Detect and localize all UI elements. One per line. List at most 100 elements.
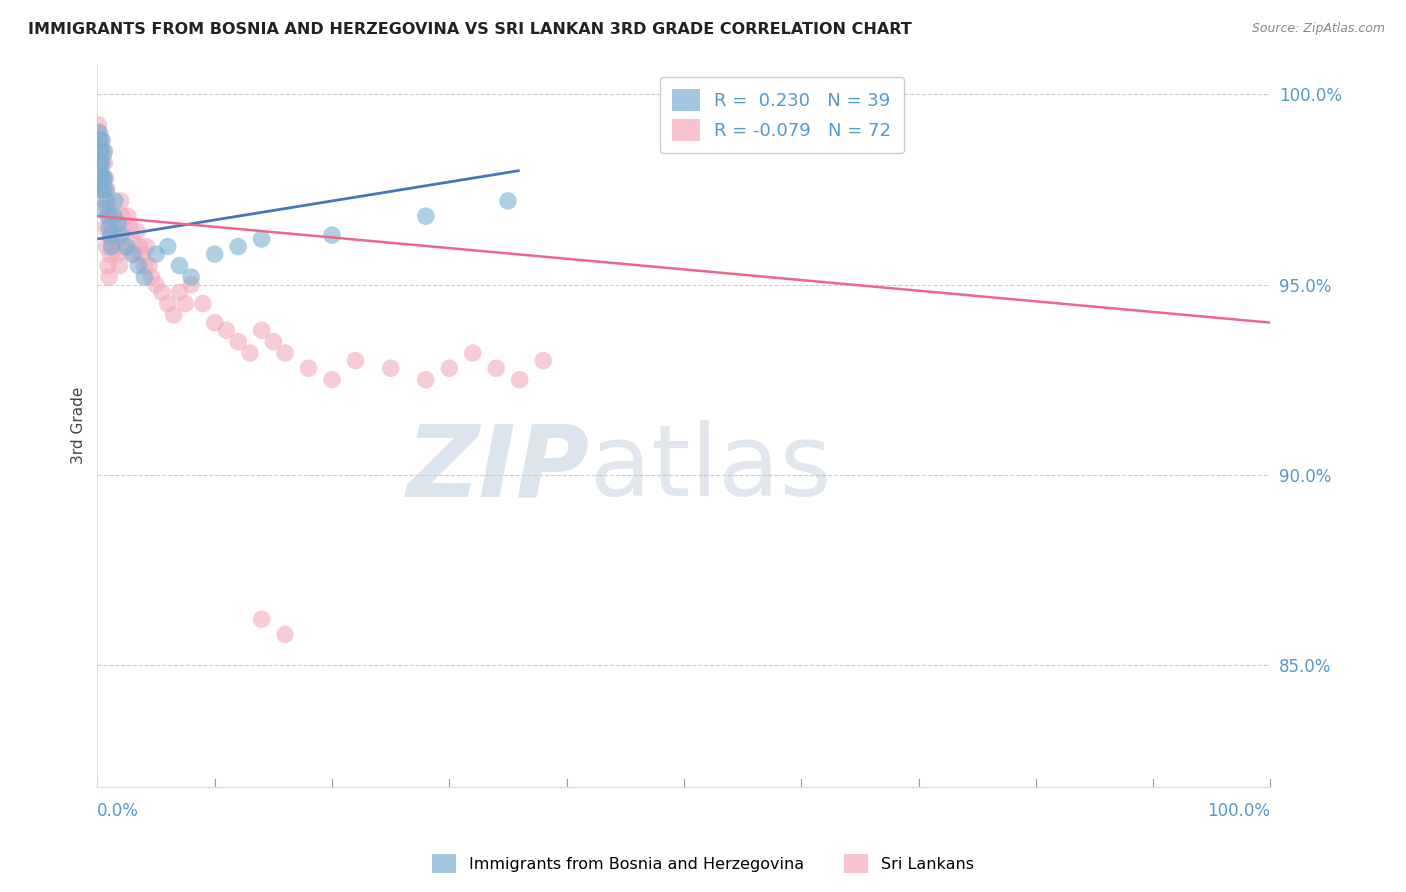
Text: atlas: atlas [591, 420, 832, 517]
Point [111, 209, 134, 223]
Point [180, 277, 202, 292]
Point [100, 239, 122, 253]
Point [98, 209, 121, 223]
Point [239, 346, 262, 360]
Point [112, 220, 135, 235]
Point [93, 171, 115, 186]
Point [108, 259, 131, 273]
Point [344, 353, 367, 368]
Point [274, 627, 297, 641]
Point [98, 247, 121, 261]
Point [98, 270, 121, 285]
Point [134, 270, 156, 285]
Point [415, 373, 437, 387]
Point [204, 316, 226, 330]
Point [105, 232, 128, 246]
Point [141, 270, 163, 285]
Point [103, 209, 125, 223]
Point [91, 141, 114, 155]
Point [162, 308, 184, 322]
Point [415, 209, 437, 223]
Legend: Immigrants from Bosnia and Herzegovina, Sri Lankans: Immigrants from Bosnia and Herzegovina, … [426, 847, 980, 880]
Point [91, 202, 114, 216]
Point [94, 171, 117, 186]
Point [150, 285, 173, 300]
Point [94, 220, 117, 235]
Point [156, 296, 179, 310]
Point [89, 133, 111, 147]
Point [90, 145, 112, 159]
Point [131, 247, 153, 261]
Point [128, 239, 150, 253]
Point [121, 247, 143, 261]
Point [115, 239, 138, 253]
Point [226, 239, 249, 253]
Point [89, 126, 111, 140]
Point [105, 247, 128, 261]
Point [114, 239, 136, 253]
Point [107, 239, 129, 253]
Point [127, 259, 149, 273]
Point [90, 163, 112, 178]
Point [274, 346, 297, 360]
Point [91, 182, 114, 196]
Point [91, 171, 114, 186]
Point [174, 296, 197, 310]
Point [98, 228, 121, 243]
Point [93, 194, 115, 208]
Point [117, 209, 139, 223]
Point [439, 361, 461, 376]
Point [485, 361, 508, 376]
Point [121, 232, 143, 246]
Point [250, 323, 273, 337]
Point [90, 156, 112, 170]
Point [100, 232, 122, 246]
Point [180, 270, 202, 285]
Point [134, 259, 156, 273]
Point [91, 171, 114, 186]
Point [103, 209, 125, 223]
Text: IMMIGRANTS FROM BOSNIA AND HERZEGOVINA VS SRI LANKAN 3RD GRADE CORRELATION CHART: IMMIGRANTS FROM BOSNIA AND HERZEGOVINA V… [28, 22, 912, 37]
Point [250, 232, 273, 246]
Point [124, 247, 146, 261]
Point [101, 239, 124, 253]
Point [262, 334, 284, 349]
Point [145, 247, 167, 261]
Point [98, 220, 121, 235]
Point [380, 361, 402, 376]
Point [215, 323, 238, 337]
Point [531, 353, 554, 368]
Point [89, 156, 111, 170]
Point [87, 133, 110, 147]
Point [91, 182, 114, 196]
Point [138, 259, 160, 273]
Point [135, 239, 157, 253]
Point [98, 220, 121, 235]
Point [91, 133, 114, 147]
Y-axis label: 3rd Grade: 3rd Grade [72, 386, 86, 464]
Point [120, 220, 142, 235]
Point [169, 285, 191, 300]
Point [321, 373, 343, 387]
Point [250, 612, 273, 626]
Text: 100.0%: 100.0% [1208, 802, 1271, 820]
Point [97, 209, 120, 223]
Legend: R =  0.230   N = 39, R = -0.079   N = 72: R = 0.230 N = 39, R = -0.079 N = 72 [659, 77, 904, 153]
Point [321, 228, 343, 243]
Point [226, 334, 249, 349]
Point [87, 126, 110, 140]
Text: 0.0%: 0.0% [97, 802, 139, 820]
Point [96, 182, 118, 196]
Point [107, 217, 129, 231]
Point [191, 296, 214, 310]
Text: Source: ZipAtlas.com: Source: ZipAtlas.com [1251, 22, 1385, 36]
Point [90, 133, 112, 147]
Point [90, 182, 112, 196]
Point [89, 171, 111, 186]
Point [297, 361, 319, 376]
Point [97, 259, 120, 273]
Point [110, 228, 132, 243]
Point [94, 182, 117, 196]
Point [156, 239, 179, 253]
Point [93, 145, 115, 159]
